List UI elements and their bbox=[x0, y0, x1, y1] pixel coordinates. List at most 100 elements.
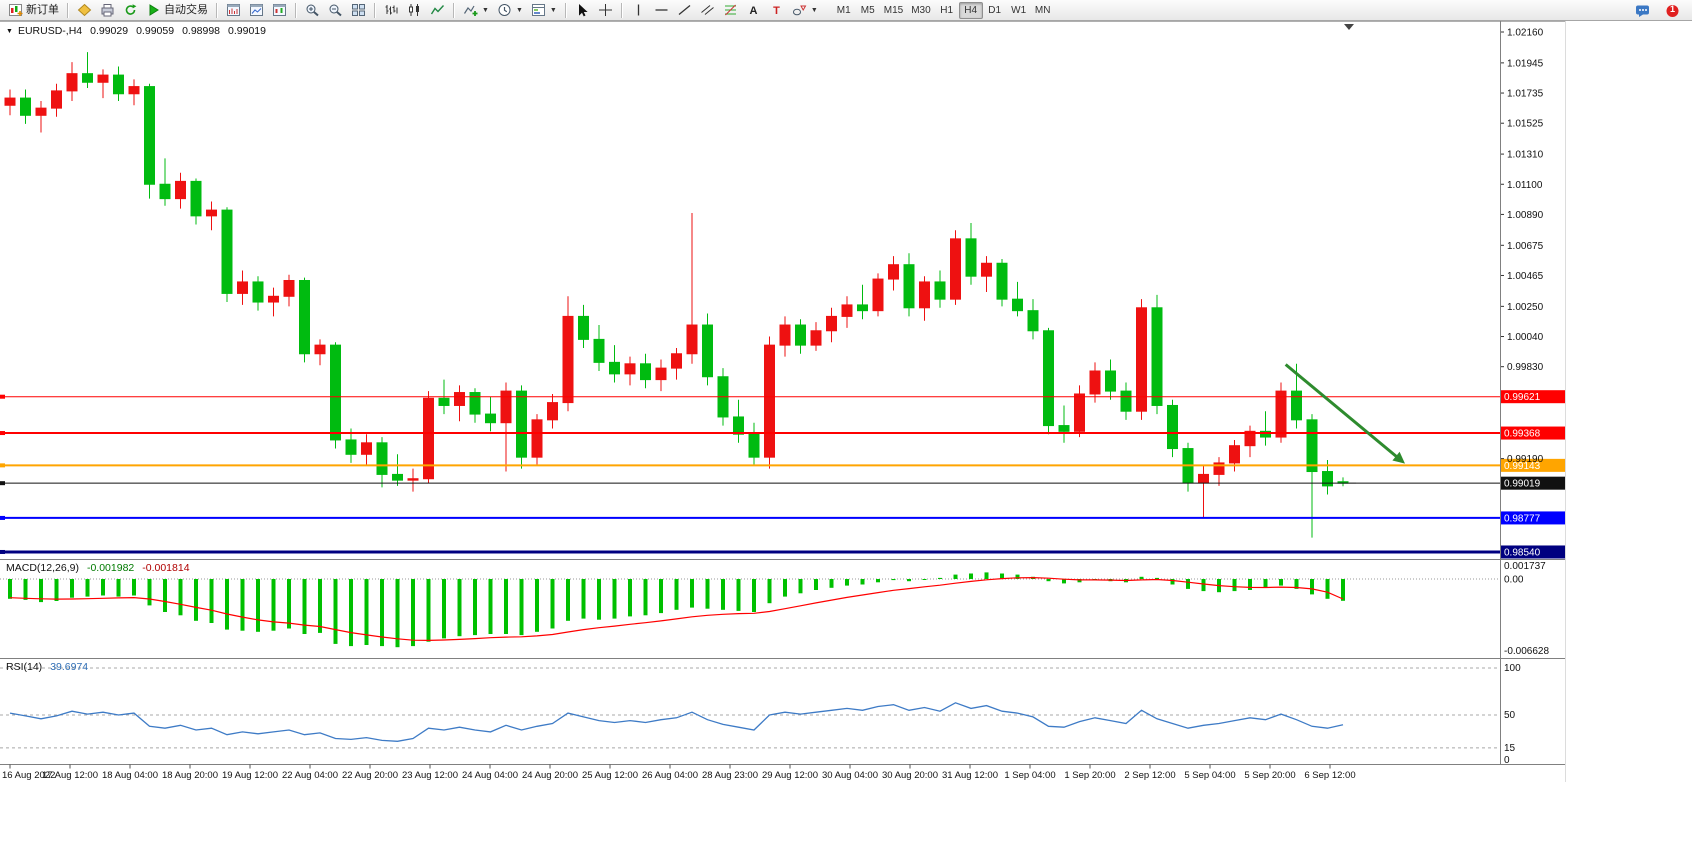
macd-bar bbox=[1325, 579, 1330, 599]
green-arrow-annotation[interactable] bbox=[1284, 363, 1402, 461]
dropdown-caret-icon: ▼ bbox=[549, 6, 557, 14]
chart-canvas[interactable]: 0.99621 0.99368 0.99143 0.99019 0.98777 0.985… bbox=[0, 21, 1692, 845]
timeframe-m15[interactable]: M15 bbox=[880, 2, 907, 19]
alerts-button[interactable] bbox=[73, 1, 96, 19]
macd-bar bbox=[860, 579, 865, 585]
macd-bar bbox=[690, 579, 694, 608]
macd-bar bbox=[969, 573, 973, 579]
toolbar-separator bbox=[620, 2, 623, 18]
periods-button[interactable]: ▼ bbox=[493, 1, 527, 19]
candle-body bbox=[407, 478, 419, 481]
badge-icon bbox=[1665, 4, 1680, 18]
trendline-button[interactable] bbox=[673, 1, 696, 19]
candle-body bbox=[283, 279, 295, 297]
template-icon bbox=[531, 3, 546, 17]
new-chart-button[interactable] bbox=[222, 1, 245, 19]
clock-icon bbox=[497, 3, 512, 17]
print-button[interactable] bbox=[96, 1, 119, 19]
refresh-button[interactable] bbox=[119, 1, 142, 19]
candle-body bbox=[655, 367, 667, 381]
timeframe-w1[interactable]: W1 bbox=[1007, 2, 1031, 19]
price-lines[interactable]: 0.99621 0.99368 0.99143 0.99019 0.98777 0.985… bbox=[0, 390, 1565, 559]
candle-body bbox=[1027, 310, 1039, 332]
crosshair-button[interactable] bbox=[594, 1, 617, 19]
candle-body bbox=[764, 344, 775, 458]
candle-body bbox=[175, 180, 186, 200]
timeframe-m30[interactable]: M30 bbox=[907, 2, 934, 19]
fibonacci-button[interactable] bbox=[719, 1, 742, 19]
macd-bar bbox=[550, 579, 555, 629]
candle-body bbox=[888, 264, 899, 280]
chart-window[interactable]: 0.99621 0.99368 0.99143 0.99019 0.98777 0.985… bbox=[0, 21, 1692, 845]
rsi-pane bbox=[9, 702, 1344, 742]
svg-text:1.01945: 1.01945 bbox=[1507, 58, 1544, 69]
price-axis[interactable]: 1.02160 1.01945 1.01735 1.01525 1.01310 1.011… bbox=[1501, 28, 1549, 767]
line-chart-button[interactable] bbox=[426, 1, 449, 19]
zoom-in-icon bbox=[305, 3, 320, 17]
macd-bar bbox=[473, 579, 477, 636]
shapes-button[interactable]: ▼ bbox=[788, 1, 822, 19]
svg-text:30 Aug 04:00: 30 Aug 04:00 bbox=[822, 770, 878, 781]
macd-bar bbox=[116, 579, 121, 597]
notifications-button[interactable]: 1 bbox=[1661, 2, 1684, 20]
svg-text:0.99190: 0.99190 bbox=[1507, 454, 1544, 465]
zoom-in-button[interactable] bbox=[301, 1, 324, 19]
zoom-out-button[interactable] bbox=[324, 1, 347, 19]
macd-bar bbox=[1155, 577, 1159, 579]
candle-body bbox=[609, 361, 620, 375]
candle-body bbox=[1275, 390, 1287, 438]
macd-bar bbox=[194, 579, 198, 621]
candle-body bbox=[934, 281, 946, 300]
rsi-line bbox=[9, 702, 1344, 742]
vline-icon bbox=[631, 3, 646, 17]
chart-window-candles-icon bbox=[272, 3, 287, 17]
indicators-button[interactable]: ▼ bbox=[459, 1, 493, 19]
chart-shift-marker[interactable] bbox=[1344, 24, 1354, 30]
line-icon bbox=[430, 3, 445, 17]
svg-text:25 Aug 12:00: 25 Aug 12:00 bbox=[582, 770, 638, 781]
label-button[interactable]: T bbox=[765, 1, 788, 19]
timeframe-m5[interactable]: M5 bbox=[856, 2, 880, 19]
price-badge bbox=[1501, 545, 1565, 559]
candle-body bbox=[841, 304, 853, 317]
new-order-button[interactable]: 新订单 bbox=[4, 1, 63, 19]
cursor-button[interactable] bbox=[571, 1, 594, 19]
macd-bar bbox=[628, 579, 632, 617]
candlesticks bbox=[4, 52, 1349, 538]
macd-bar bbox=[1015, 574, 1020, 579]
timeframe-mn[interactable]: MN bbox=[1031, 2, 1055, 19]
auto-trading-button[interactable]: 自动交易 bbox=[142, 1, 212, 19]
tile-windows-button[interactable] bbox=[347, 1, 370, 19]
candle-body bbox=[903, 264, 915, 309]
candle-body bbox=[345, 439, 357, 455]
candlestick-chart-button[interactable] bbox=[403, 1, 426, 19]
price-badge bbox=[1501, 476, 1565, 490]
arrow-head bbox=[1392, 451, 1405, 464]
profiles-button[interactable] bbox=[245, 1, 268, 19]
text-button[interactable]: A bbox=[742, 1, 765, 19]
timeframe-d1[interactable]: D1 bbox=[983, 2, 1007, 19]
macd-bar bbox=[783, 579, 787, 597]
candle-body bbox=[159, 183, 171, 200]
svg-text:0.99019: 0.99019 bbox=[1504, 479, 1541, 490]
horizontal-line-button[interactable] bbox=[650, 1, 673, 19]
chart-shift-button[interactable] bbox=[268, 1, 291, 19]
timeframe-h1[interactable]: H1 bbox=[935, 2, 959, 19]
channel-button[interactable] bbox=[696, 1, 719, 19]
candle-body bbox=[66, 73, 78, 92]
svg-text:0: 0 bbox=[1504, 755, 1510, 766]
community-chat-button[interactable] bbox=[1631, 2, 1654, 20]
bar-chart-button[interactable] bbox=[380, 1, 403, 19]
candle-body bbox=[299, 279, 310, 355]
svg-text:22 Aug 20:00: 22 Aug 20:00 bbox=[342, 770, 398, 781]
templates-button[interactable]: ▼ bbox=[527, 1, 561, 19]
macd-signal-line bbox=[9, 576, 1344, 642]
timeframe-m1[interactable]: M1 bbox=[832, 2, 856, 19]
svg-text:0.98777: 0.98777 bbox=[1504, 513, 1541, 524]
timeframe-h4[interactable]: H4 bbox=[958, 1, 983, 19]
vertical-line-button[interactable] bbox=[627, 1, 650, 19]
annotations[interactable] bbox=[1284, 24, 1405, 484]
macd-bar bbox=[349, 579, 353, 647]
price-badge bbox=[1501, 458, 1565, 472]
